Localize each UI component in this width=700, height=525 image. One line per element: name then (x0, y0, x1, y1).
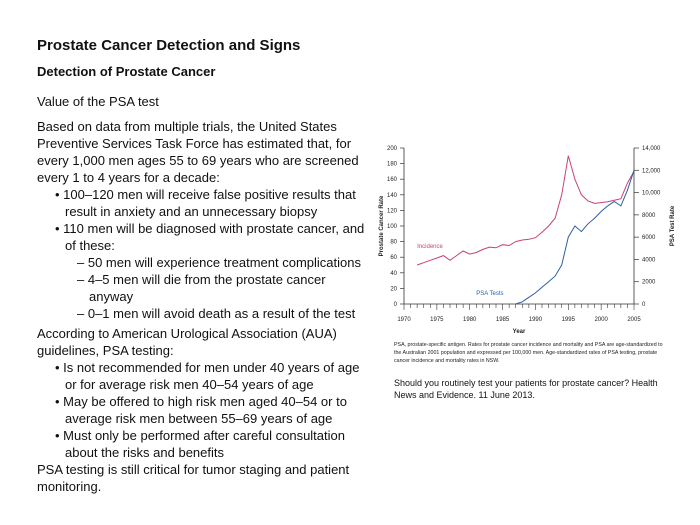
y-tick-label-right: 0 (642, 302, 646, 308)
paragraph-closing: PSA testing is still critical for tumor … (37, 462, 350, 494)
page-title: Prostate Cancer Detection and Signs (37, 37, 301, 54)
paragraph-intro: Based on data from multiple trials, the … (37, 119, 359, 185)
y-tick-label-left: 40 (390, 271, 397, 277)
y-tick-label-right: 6000 (642, 235, 656, 241)
bullet-item: • Is not recommended for men under 40 ye… (55, 360, 360, 392)
series-label-incidence: Incidence (417, 244, 443, 250)
y-tick-label-left: 120 (387, 208, 398, 214)
x-tick-label: 1995 (562, 317, 576, 323)
x-tick-label: 1970 (397, 317, 411, 323)
body-text: Value of the PSA test Based on data from… (37, 93, 367, 495)
sub-bullet-item: – 50 men will experience treatment compl… (77, 255, 361, 270)
x-tick-label: 1975 (430, 317, 444, 323)
y-tick-label-left: 100 (387, 224, 398, 230)
x-tick-label: 2005 (627, 317, 641, 323)
chart-caption: PSA, prostate-specific antigen. Rates fo… (394, 342, 663, 364)
paragraph-aua: According to American Urological Associa… (37, 326, 337, 358)
y-tick-label-left: 160 (387, 177, 398, 183)
section-subtitle: Detection of Prostate Cancer (37, 64, 216, 79)
x-tick-label: 1990 (529, 317, 543, 323)
y-tick-label-right: 14,000 (642, 146, 661, 152)
psa-incidence-chart: 0204060801001201401601802000200040006000… (379, 146, 676, 335)
bullet-item: • 110 men will be diagnosed with prostat… (55, 221, 365, 253)
y-tick-label-right: 12,000 (642, 168, 661, 174)
x-axis-label: Year (513, 329, 526, 335)
y-tick-label-right: 10,000 (642, 191, 661, 197)
series-label-psa-tests: PSA Tests (476, 291, 503, 297)
sub-bullet-item: – 4–5 men will die from the prostate can… (77, 272, 326, 304)
x-tick-label: 1985 (496, 317, 510, 323)
sub-bullet-item: – 0–1 men will avoid death as a result o… (77, 306, 356, 321)
y-tick-label-right: 8000 (642, 213, 656, 219)
psa-heading: Value of the PSA test (37, 94, 159, 109)
bullet-item: • 100–120 men will receive false positiv… (55, 187, 356, 219)
bullet-item: • May be offered to high risk men aged 4… (55, 394, 347, 426)
y-tick-label-left: 0 (394, 302, 398, 308)
bullet-item: • Must only be performed after careful c… (55, 428, 345, 460)
x-tick-label: 2000 (594, 317, 608, 323)
reference-text: Should you routinely test your patients … (394, 378, 658, 400)
y-tick-label-left: 180 (387, 162, 398, 168)
y-tick-label-right: 4000 (642, 257, 656, 263)
y-tick-label-left: 60 (390, 255, 397, 261)
series-line-incidence (416, 155, 635, 266)
y-tick-label-left: 140 (387, 193, 398, 199)
series-line-psa-tests (515, 170, 635, 305)
y-axis-label-right: PSA Test Rate (670, 205, 676, 246)
y-tick-label-left: 80 (390, 240, 397, 246)
y-axis-label-left: Prostate Cancer Rate (379, 195, 385, 256)
y-tick-label-right: 2000 (642, 280, 656, 286)
y-tick-label-left: 200 (387, 146, 398, 152)
y-tick-label-left: 20 (390, 286, 397, 292)
x-tick-label: 1980 (463, 317, 477, 323)
